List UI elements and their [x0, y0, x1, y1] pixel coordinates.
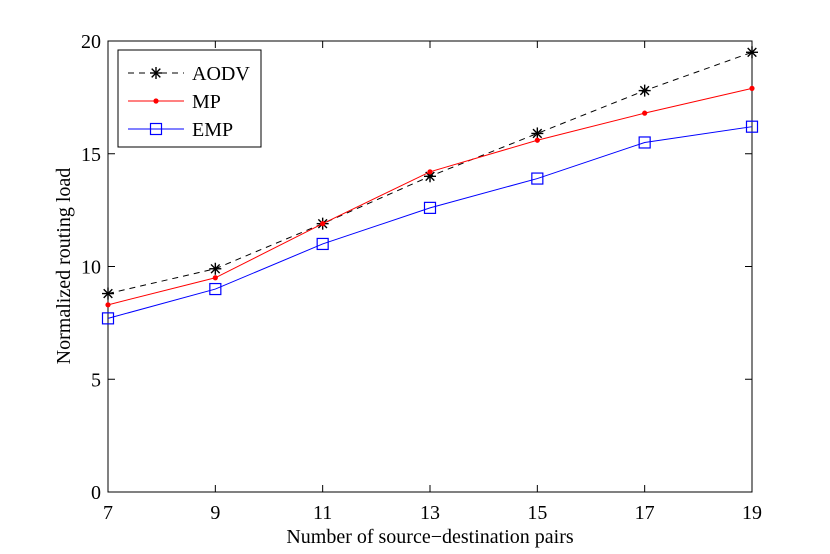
y-tick-label: 20	[81, 31, 101, 53]
legend-label-emp: EMP	[192, 119, 233, 141]
series-emp	[101, 120, 759, 325]
asterisk-stroke	[747, 47, 757, 58]
emp-point	[101, 312, 115, 325]
x-tick-label: 11	[313, 502, 332, 524]
mp-point	[534, 137, 540, 143]
mp-point	[749, 85, 755, 91]
aodv-point	[209, 262, 222, 275]
series-mp	[105, 85, 755, 308]
mp-point	[427, 169, 433, 175]
legend-marker-mp	[153, 98, 159, 104]
series-aodv	[102, 46, 758, 300]
y-tick-label: 15	[81, 144, 101, 166]
x-tick-label: 19	[742, 502, 762, 524]
aodv-point	[638, 84, 651, 97]
asterisk-stroke	[103, 288, 113, 299]
legend: AODV MP EMP	[117, 49, 262, 148]
legend-marker-emp	[149, 122, 163, 136]
aodv-point	[102, 287, 114, 300]
asterisk-stroke	[210, 263, 221, 274]
x-tick-label: 13	[420, 502, 440, 524]
legend-label-mp: MP	[192, 91, 221, 113]
emp-point	[638, 136, 651, 149]
emp-point	[745, 120, 759, 133]
asterisk-stroke	[151, 68, 161, 78]
legend-box	[117, 49, 262, 148]
aodv-point	[531, 127, 544, 140]
mp-point	[320, 221, 326, 227]
y-tick-label: 5	[91, 369, 101, 391]
asterisk-stroke	[425, 171, 435, 182]
mp-point	[642, 110, 648, 116]
emp-point	[209, 282, 222, 296]
x-tick-label: 17	[635, 502, 655, 524]
legend-marker-aodv	[150, 67, 162, 79]
emp-point	[316, 237, 329, 251]
series-layer	[101, 46, 759, 325]
emp-point	[531, 172, 544, 185]
aodv-point	[746, 46, 758, 59]
x-tick-label: 15	[527, 502, 547, 524]
legend-label-aodv: AODV	[192, 63, 250, 85]
emp-line	[107, 126, 753, 319]
x-tick-label: 7	[103, 502, 113, 524]
emp-point	[423, 201, 437, 214]
mp-point	[105, 302, 111, 308]
x-axis-title: Number of source−destination pairs	[286, 526, 574, 548]
mp-point	[212, 275, 218, 281]
asterisk-stroke	[532, 128, 543, 139]
y-tick-label: 10	[81, 257, 101, 279]
y-axis-title: Normalized routing load	[53, 168, 75, 365]
y-tick-label: 0	[91, 482, 101, 504]
x-tick-label: 9	[210, 502, 220, 524]
asterisk-stroke	[639, 85, 650, 96]
axis-ticks: 7 9 11 13 15 17 19 0 5 10 15 20	[81, 31, 762, 524]
